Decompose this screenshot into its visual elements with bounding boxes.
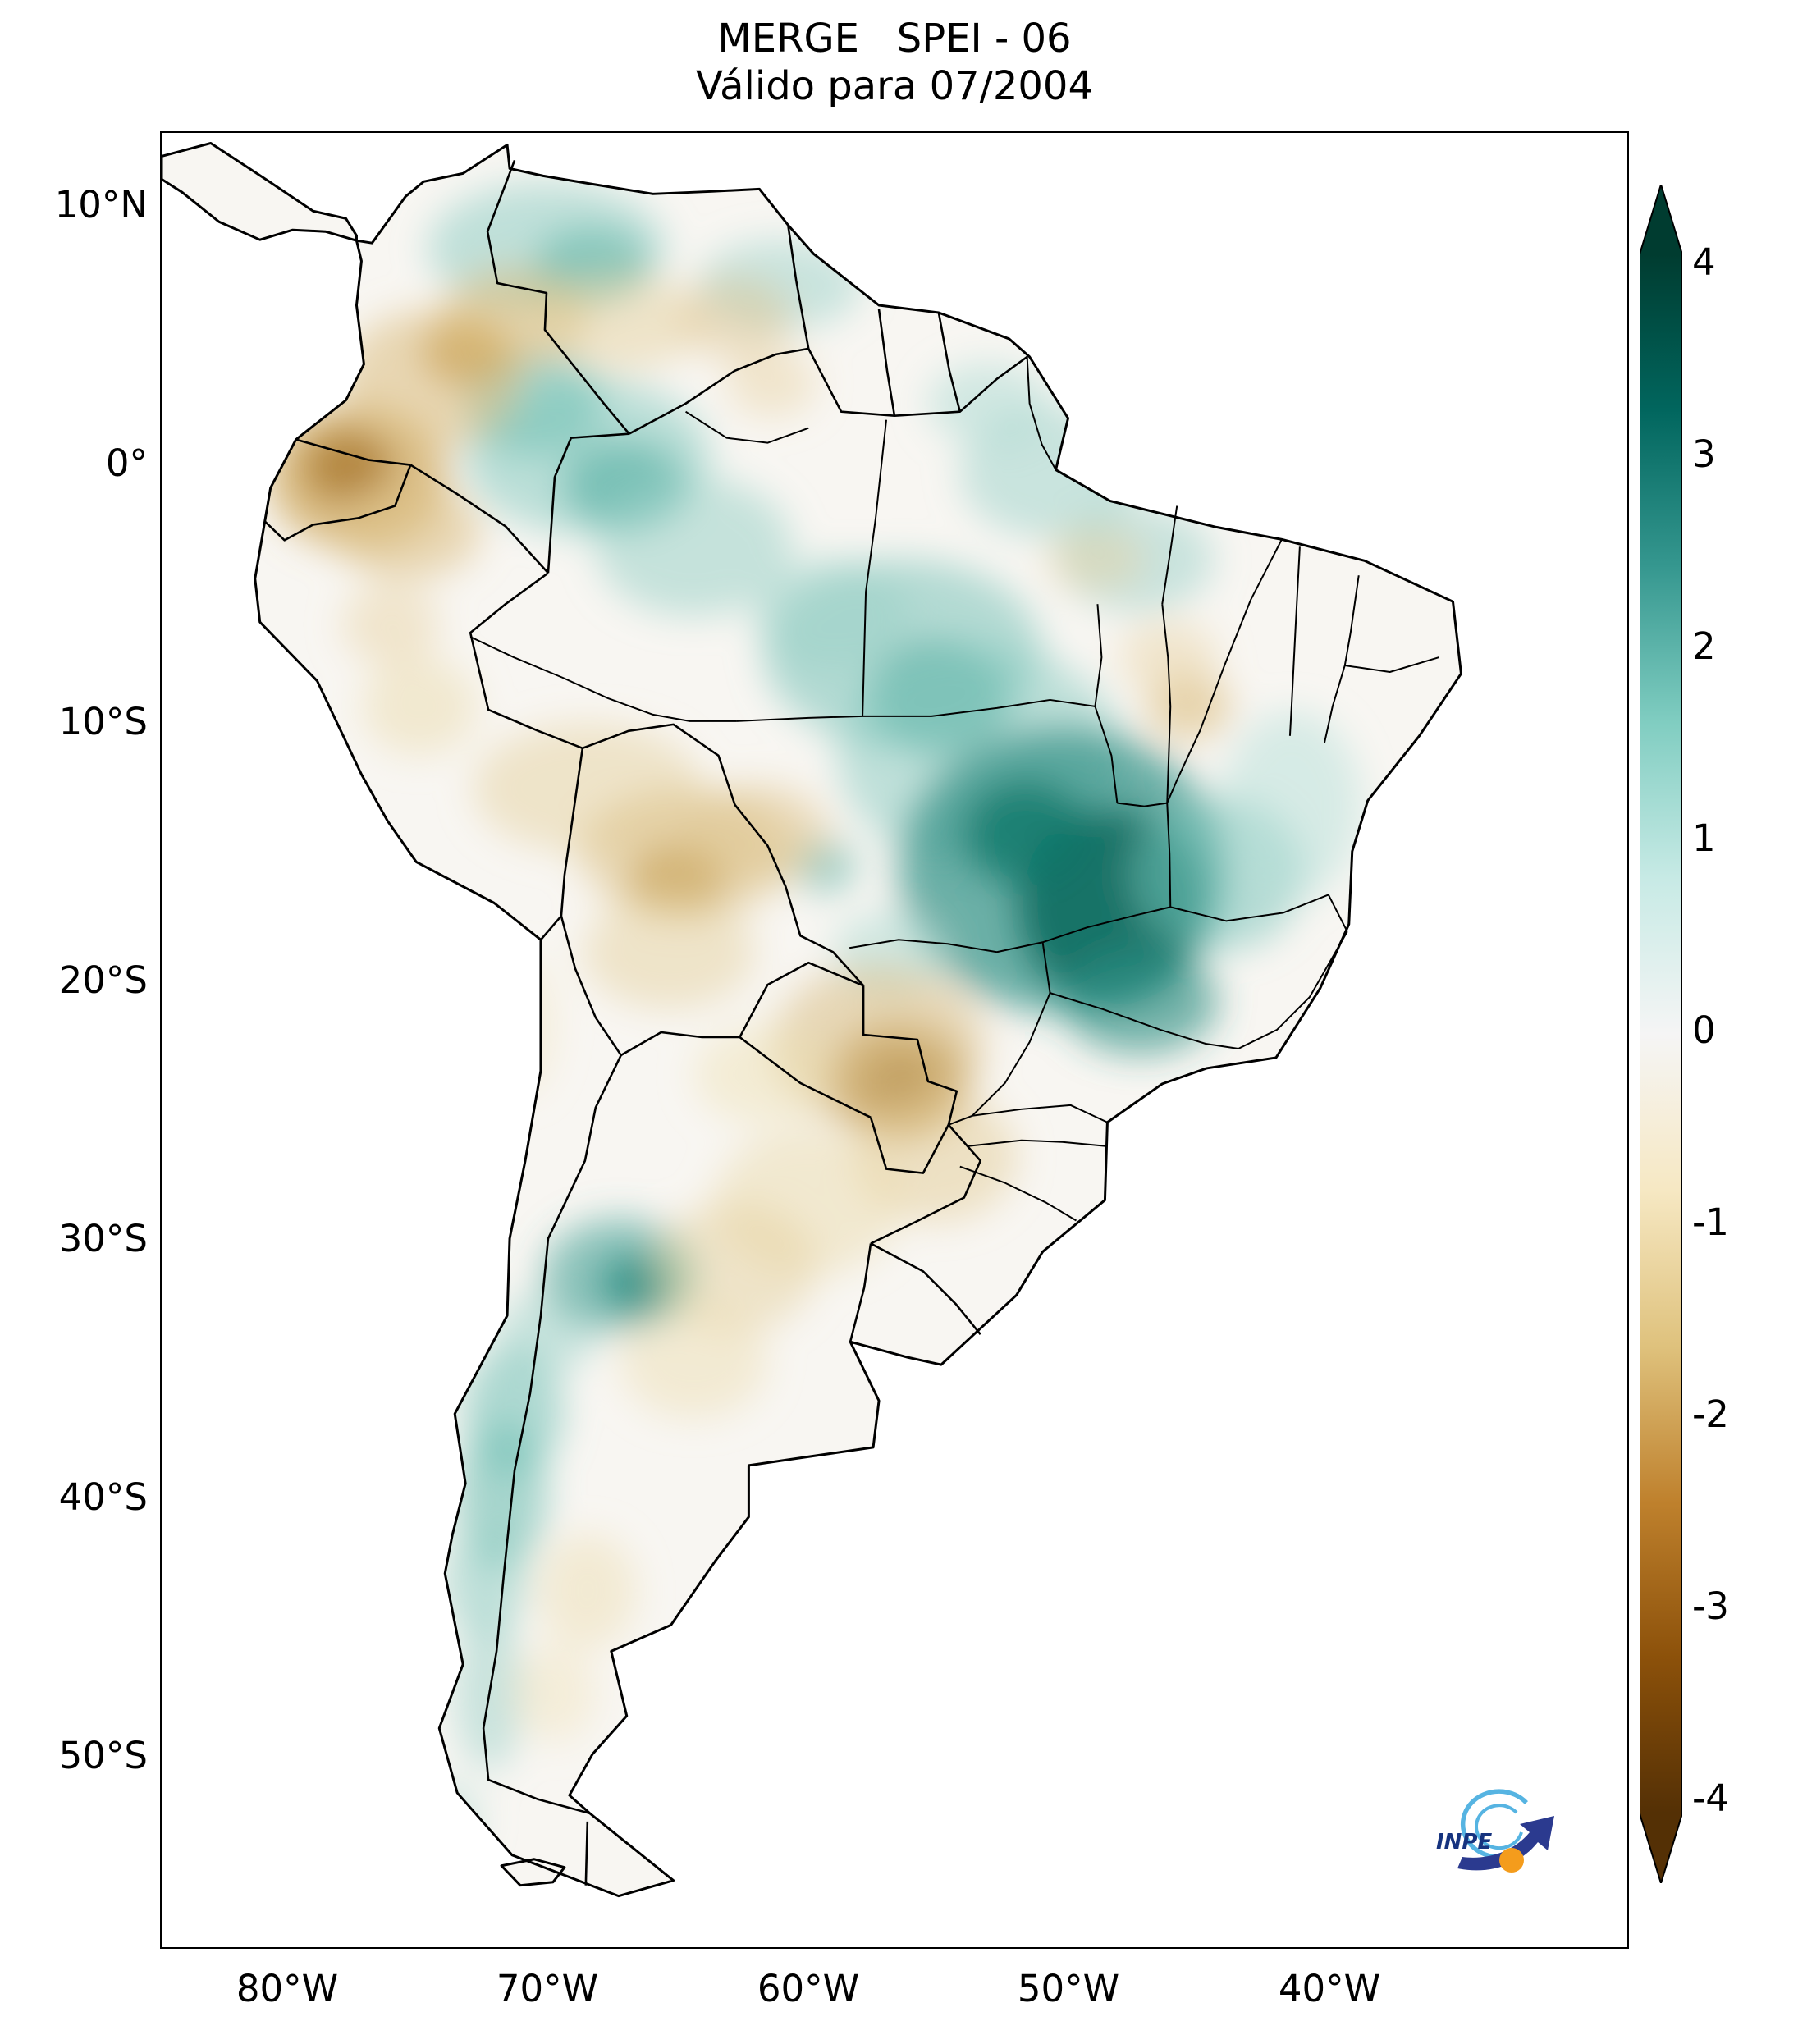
lat-tick-label: 20°S <box>58 958 148 1002</box>
lon-tick-label: 40°W <box>1278 1967 1381 2010</box>
inpe-logo: INPE <box>1430 1778 1569 1889</box>
colorbar-tick: 0 <box>1692 1008 1716 1052</box>
map-plot-area: INPE <box>160 131 1629 1949</box>
lat-tick-label: 30°S <box>58 1217 148 1260</box>
logo-blue-arrow <box>1457 1816 1554 1871</box>
lat-tick-label: 0° <box>105 441 148 485</box>
colorbar-tick: -3 <box>1692 1584 1729 1628</box>
lon-tick-label: 80°W <box>236 1967 339 2010</box>
logo-inpe-text: INPE <box>1436 1830 1492 1854</box>
colorbar-tick: 3 <box>1692 432 1716 476</box>
logo-swirl-inner <box>1475 1804 1523 1850</box>
lon-tick-label: 50°W <box>1017 1967 1120 2010</box>
lat-tick-label: 50°S <box>58 1734 148 1777</box>
state-borders-layer <box>469 356 1439 1222</box>
colorbar-tick: 1 <box>1692 816 1716 860</box>
lat-tick-label: 40°S <box>58 1475 148 1519</box>
colorbar-tick: -4 <box>1692 1776 1729 1820</box>
lat-tick-label: 10°S <box>58 700 148 743</box>
title-valid-date: Válido para 07/2004 <box>696 63 1093 109</box>
title-product: MERGE SPEI - 06 <box>717 16 1072 62</box>
colorbar-tick-labels: 4 3 2 1 0 -1 -2 -3 -4 <box>1692 240 1795 1821</box>
colorbar-tick: 2 <box>1692 624 1716 668</box>
colorbar <box>1640 185 1682 1883</box>
lon-tick-label: 60°W <box>757 1967 860 2010</box>
colorbar-tick: -2 <box>1692 1392 1729 1436</box>
figure-title: MERGE SPEI - 06 Válido para 07/2004 <box>160 15 1629 110</box>
lat-tick-label: 10°N <box>54 183 148 226</box>
lon-tick-label: 70°W <box>496 1967 599 2010</box>
colorbar-body <box>1640 185 1682 1883</box>
country-borders-layer <box>263 159 1028 1886</box>
spei-field-layer <box>162 143 1462 1896</box>
colorbar-tick: -1 <box>1692 1200 1729 1244</box>
colorbar-tick: 4 <box>1692 240 1716 284</box>
south-america-map <box>162 141 1462 1898</box>
logo-orange-ball <box>1499 1848 1524 1873</box>
